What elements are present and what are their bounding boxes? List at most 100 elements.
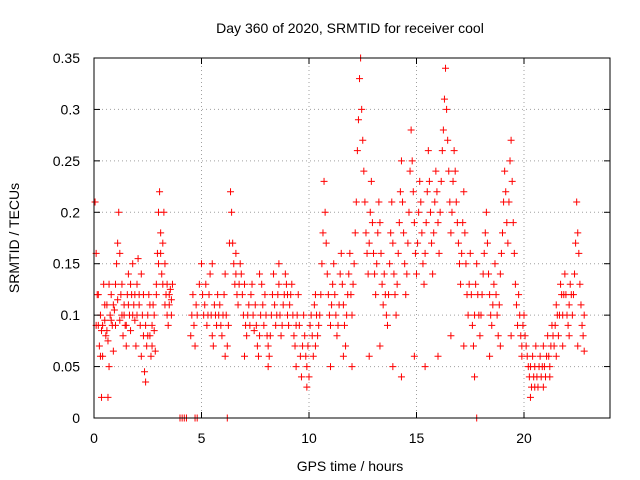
- data-point: [520, 311, 528, 319]
- data-point: [91, 198, 99, 206]
- data-point: [389, 363, 397, 371]
- data-point: [241, 280, 248, 288]
- data-point: [266, 332, 274, 340]
- data-point: [447, 332, 455, 340]
- data-point: [454, 239, 462, 247]
- data-point: [421, 363, 429, 371]
- data-point: [390, 270, 398, 278]
- data-point: [557, 280, 565, 288]
- data-point: [397, 157, 405, 165]
- data-point: [522, 342, 530, 350]
- data-point: [142, 321, 150, 329]
- data-point: [232, 249, 240, 257]
- data-point: [208, 260, 216, 268]
- data-point: [236, 260, 244, 268]
- x-axis-label: GPS time / hours: [297, 458, 404, 474]
- data-point: [546, 373, 554, 381]
- data-point: [187, 332, 195, 340]
- data-point: [574, 342, 582, 350]
- data-point: [290, 332, 298, 340]
- data-point: [202, 280, 210, 288]
- data-point: [113, 260, 121, 268]
- data-point: [400, 229, 408, 237]
- data-point: [286, 301, 294, 309]
- data-point: [195, 280, 203, 288]
- data-point: [468, 321, 476, 329]
- data-point: [201, 301, 209, 309]
- data-point: [114, 296, 122, 304]
- data-point: [392, 311, 400, 319]
- y-tick-label: 0.1: [61, 307, 81, 323]
- data-point: [101, 301, 109, 309]
- data-point: [572, 239, 580, 247]
- data-point: [167, 296, 175, 304]
- data-point: [150, 327, 158, 335]
- data-point: [104, 393, 112, 401]
- data-point: [122, 321, 130, 329]
- data-point: [424, 147, 432, 155]
- data-point: [137, 352, 145, 360]
- data-point: [274, 291, 282, 299]
- data-point: [222, 311, 230, 319]
- data-point: [507, 136, 515, 144]
- data-point: [142, 378, 150, 386]
- data-point: [205, 291, 213, 299]
- data-point: [408, 157, 416, 165]
- data-point: [580, 347, 588, 355]
- data-point: [460, 188, 468, 196]
- data-point: [322, 239, 330, 247]
- data-point: [495, 301, 503, 309]
- data-point: [571, 270, 579, 278]
- data-point: [368, 219, 376, 227]
- data-point: [444, 136, 452, 144]
- data-point: [324, 291, 332, 299]
- data-point: [423, 188, 431, 196]
- data-point: [456, 260, 463, 268]
- data-point: [252, 321, 260, 329]
- data-point: [447, 229, 455, 237]
- data-point: [461, 229, 469, 237]
- data-point: [158, 270, 166, 278]
- data-point: [552, 301, 560, 309]
- data-point: [483, 239, 491, 247]
- data-point: [526, 393, 534, 401]
- data-point: [486, 291, 494, 299]
- data-point: [496, 342, 504, 350]
- data-point: [98, 393, 106, 401]
- data-point: [365, 239, 373, 247]
- data-point: [261, 291, 269, 299]
- data-point: [203, 321, 211, 329]
- data-point: [116, 316, 124, 324]
- data-point: [425, 177, 433, 185]
- data-point: [494, 332, 502, 340]
- data-point: [331, 291, 339, 299]
- data-point: [332, 311, 340, 319]
- data-point: [436, 208, 444, 216]
- data-point: [434, 219, 442, 227]
- data-point: [365, 352, 373, 360]
- data-point: [531, 383, 539, 391]
- data-point: [220, 291, 228, 299]
- data-point: [112, 280, 119, 288]
- data-point: [429, 270, 437, 278]
- data-point: [159, 239, 167, 247]
- data-point: [482, 208, 490, 216]
- data-point: [110, 306, 118, 314]
- data-point: [452, 198, 460, 206]
- data-point: [487, 311, 495, 319]
- x-tick-label: 5: [198, 430, 206, 446]
- data-point: [509, 219, 517, 227]
- plot-frame: [93, 57, 611, 419]
- data-point: [492, 291, 500, 299]
- data-point: [265, 352, 273, 360]
- data-point: [218, 332, 226, 340]
- data-point: [529, 352, 537, 360]
- data-point: [373, 260, 381, 268]
- data-point: [315, 321, 323, 329]
- data-point: [360, 167, 368, 175]
- data-point: [189, 291, 197, 299]
- data-point: [327, 321, 334, 329]
- data-point: [478, 291, 486, 299]
- data-point: [230, 260, 238, 268]
- chart-title: Day 360 of 2020, SRMTID for receiver coo…: [216, 20, 484, 36]
